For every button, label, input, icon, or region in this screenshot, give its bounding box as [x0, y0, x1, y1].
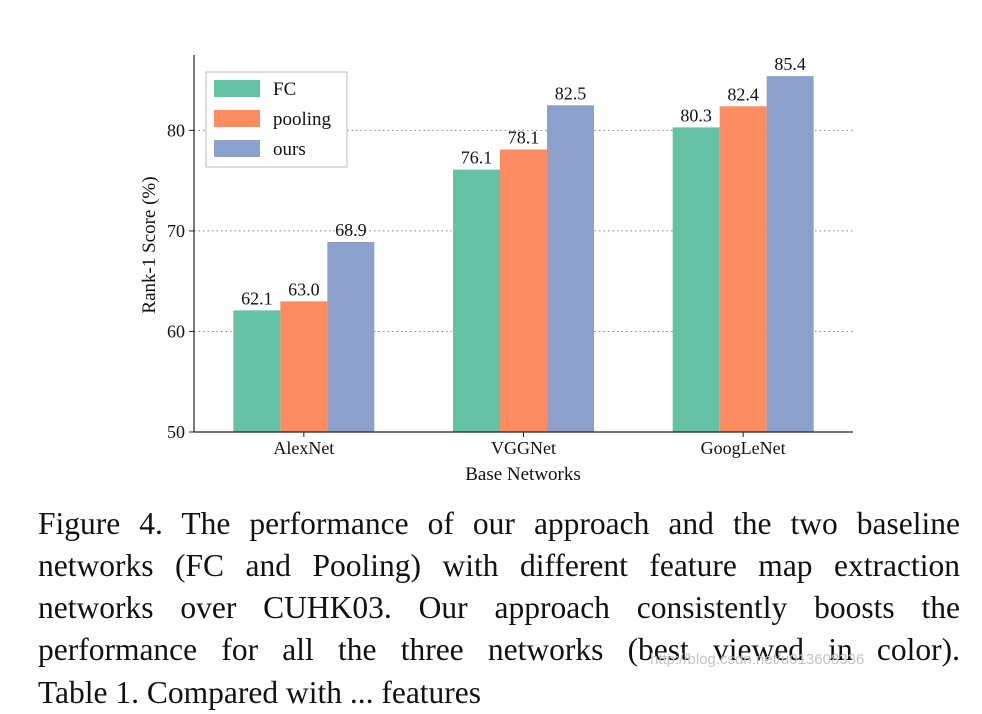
caption-line: networks (FC and Pooling) with different…	[38, 548, 960, 583]
data-label: 76.1	[461, 148, 493, 168]
x-tick-label: GoogLeNet	[701, 438, 786, 458]
bar-fc-alexnet	[233, 310, 281, 432]
axes: 50 60 70 80 AlexNet VGGNet GoogLeNet	[167, 55, 853, 458]
bar-fc-vggnet	[453, 169, 500, 432]
legend-label-fc: FC	[273, 79, 296, 100]
caption-line: Figure 4. The performance of our approac…	[38, 506, 960, 541]
legend-swatch-pooling	[214, 110, 260, 127]
x-tick-label: VGGNet	[491, 438, 556, 458]
data-labels: 62.1 63.0 68.9 76.1 78.1 82.5 80.3 82.4 85.4	[241, 54, 806, 308]
data-label: 80.3	[680, 105, 712, 125]
watermark: http://blog.csdn.net/u013608336	[650, 651, 865, 668]
x-axis-label: Base Networks	[465, 464, 581, 485]
caption-line: performance for all the three networks (…	[38, 632, 960, 667]
x-tick-label: AlexNet	[273, 438, 334, 458]
data-label: 78.1	[508, 128, 540, 148]
data-label: 63.0	[288, 279, 320, 299]
cut-off-next-line: Table 1. Compared with ... features	[38, 675, 482, 710]
data-label: 82.4	[727, 84, 759, 104]
bar-ours-googlenet	[766, 76, 814, 432]
caption-line: networks over CUHK03. Our approach consi…	[38, 590, 960, 625]
legend-swatch-fc	[214, 80, 260, 97]
figure-caption: Figure 4. The performance of our approac…	[38, 503, 960, 671]
bar-pooling-googlenet	[719, 106, 767, 432]
data-label: 82.5	[555, 83, 587, 103]
bar-pooling-alexnet	[280, 301, 328, 432]
y-axis-label: Rank-1 Score (%)	[139, 176, 160, 313]
bar-ours-vggnet	[547, 105, 594, 433]
y-tick-label: 60	[167, 321, 185, 341]
data-label: 68.9	[335, 220, 367, 240]
legend-label-ours: ours	[273, 139, 306, 160]
y-tick-label: 70	[167, 221, 185, 241]
bar-fc-googlenet	[672, 127, 720, 432]
legend-label-pooling: pooling	[273, 109, 332, 130]
y-tick-label: 50	[167, 422, 185, 442]
bars	[233, 76, 814, 433]
bar-ours-alexnet	[327, 241, 375, 432]
legend: FC pooling ours	[205, 71, 348, 168]
bar-pooling-vggnet	[500, 149, 547, 432]
data-label: 85.4	[774, 54, 806, 74]
legend-swatch-ours	[214, 140, 260, 157]
y-tick-label: 80	[167, 120, 185, 140]
data-label: 62.1	[241, 288, 273, 308]
